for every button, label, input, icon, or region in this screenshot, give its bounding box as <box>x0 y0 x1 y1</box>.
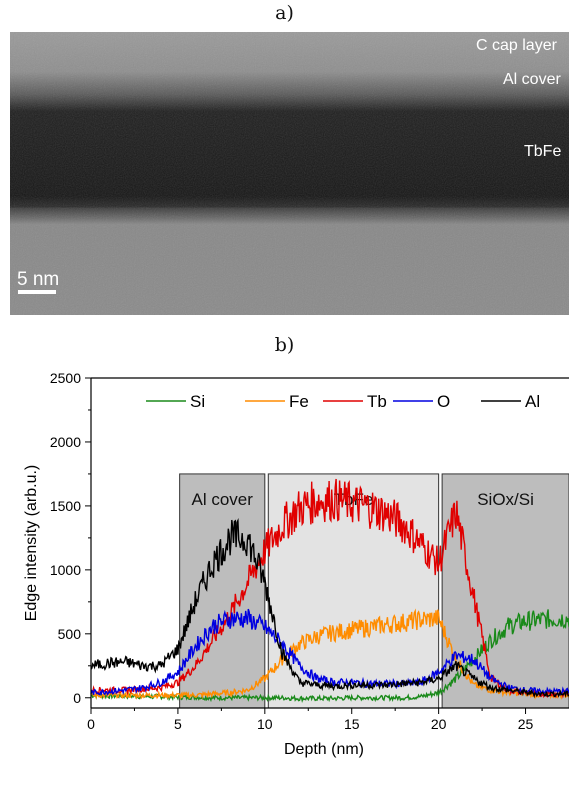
scalebar-label: 5 nm <box>17 269 59 290</box>
y-tick-label-2: 1000 <box>50 562 81 578</box>
label-al-cover: Al cover <box>503 71 561 88</box>
y-tick-label-0: 0 <box>73 690 81 706</box>
series-line-al <box>90 517 569 699</box>
scalebar <box>18 290 56 294</box>
y-tick-label-3: 1500 <box>50 498 81 514</box>
y-tick-label-5: 2500 <box>50 370 81 386</box>
label-c-cap-layer: C cap layer <box>476 37 558 54</box>
x-tick-label-3: 15 <box>344 716 360 732</box>
eels-line-chart: Al cover Tb Fe SiOx/Si 0 5 10 15 20 25 0 500 1000 150… <box>23 370 569 758</box>
y-tick-label-1: 500 <box>58 626 82 642</box>
region-label-2: SiOx/Si <box>477 490 534 509</box>
region-label-0: Al cover <box>192 490 254 509</box>
legend-label-o: O <box>437 392 450 411</box>
panel-label-b: b) <box>274 334 295 356</box>
x-axis-label: Depth (nm) <box>284 741 364 758</box>
legend-label-tb: Tb <box>367 392 387 411</box>
y-tick-label-4: 2000 <box>50 434 81 450</box>
series-line-si <box>90 609 569 704</box>
tem-micrograph: C cap layer Al cover TbFe 5 nm <box>10 32 569 315</box>
tem-noise <box>10 32 569 315</box>
x-tick-label-2: 10 <box>257 716 273 732</box>
y-axis-label: Edge intensity (arb.u.) <box>23 465 40 622</box>
legend-label-si: Si <box>190 392 205 411</box>
legend-label-al: Al <box>525 392 540 411</box>
x-tick-label-4: 20 <box>431 716 447 732</box>
x-tick-label-5: 25 <box>518 716 534 732</box>
x-tick-label-1: 5 <box>174 716 182 732</box>
x-tick-label-0: 0 <box>87 716 95 732</box>
series-line-tb <box>90 478 569 699</box>
panel-label-a: a) <box>275 2 294 24</box>
series-line-fe <box>90 608 569 700</box>
legend-label-fe: Fe <box>289 392 309 411</box>
label-tbfe: TbFe <box>524 143 561 160</box>
region-0 <box>179 473 266 709</box>
